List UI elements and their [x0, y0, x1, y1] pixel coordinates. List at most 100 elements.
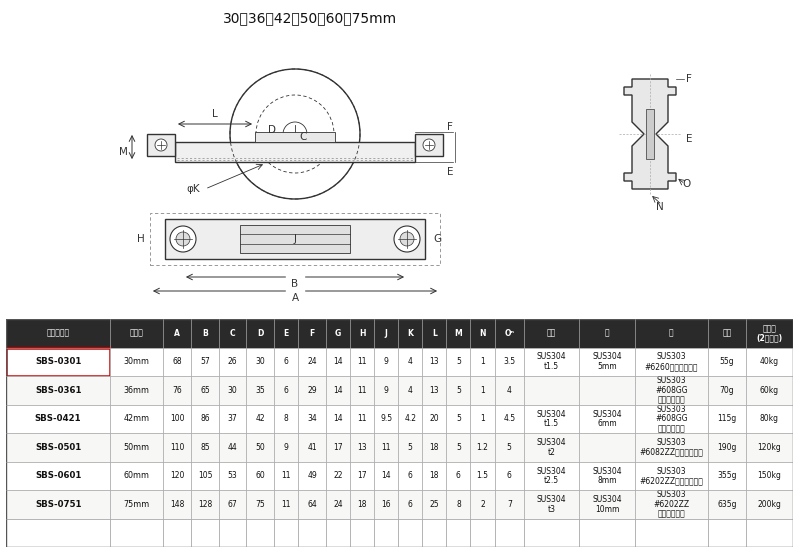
Text: 635g: 635g — [718, 500, 737, 509]
Text: 40kg: 40kg — [760, 358, 779, 366]
Bar — [495, 348, 524, 376]
Bar — [150, 213, 440, 265]
Bar — [350, 405, 374, 433]
Bar — [422, 433, 447, 461]
Bar — [110, 405, 164, 433]
Bar — [219, 519, 246, 547]
Bar — [274, 461, 298, 490]
Text: 14: 14 — [333, 358, 343, 366]
Bar — [164, 405, 191, 433]
Text: 耐荷重
(2ケ当り): 耐荷重 (2ケ当り) — [757, 324, 782, 343]
Text: 18: 18 — [357, 500, 367, 509]
Text: 5: 5 — [456, 386, 461, 395]
Text: SBS-0361: SBS-0361 — [35, 386, 81, 395]
Text: 60kg: 60kg — [760, 386, 779, 395]
Circle shape — [400, 232, 414, 246]
Text: SUS304
5mm: SUS304 5mm — [592, 353, 622, 371]
Text: SUS303
#6082ZZベアリング入: SUS303 #6082ZZベアリング入 — [639, 438, 703, 456]
Bar — [110, 519, 164, 547]
Text: M: M — [119, 147, 128, 157]
Text: 4: 4 — [507, 386, 511, 395]
Bar — [495, 490, 524, 519]
Bar — [298, 461, 326, 490]
Circle shape — [394, 226, 420, 252]
Text: 20: 20 — [430, 414, 439, 424]
Bar — [471, 461, 495, 490]
Text: E: E — [447, 167, 454, 177]
Text: SBS-0421: SBS-0421 — [35, 414, 81, 424]
Bar — [274, 405, 298, 433]
Bar — [447, 461, 471, 490]
Bar — [274, 376, 298, 405]
Bar — [374, 490, 398, 519]
Bar — [350, 519, 374, 547]
Bar — [398, 461, 422, 490]
Bar — [274, 490, 298, 519]
Bar — [298, 348, 326, 376]
Text: 1: 1 — [480, 386, 485, 395]
Bar — [164, 376, 191, 405]
Bar — [374, 461, 398, 490]
Bar — [191, 376, 219, 405]
Text: サイズ: サイズ — [129, 329, 144, 338]
Text: SBS-0751: SBS-0751 — [35, 500, 81, 509]
Bar — [6, 348, 110, 376]
Bar — [579, 405, 634, 433]
Bar — [746, 519, 793, 547]
Text: H: H — [137, 234, 145, 244]
Bar — [634, 319, 708, 348]
Bar — [579, 490, 634, 519]
Text: Oⁿ: Oⁿ — [504, 329, 515, 338]
Text: 42: 42 — [256, 414, 265, 424]
Text: 22: 22 — [333, 471, 343, 480]
Bar — [495, 433, 524, 461]
Text: 17: 17 — [333, 443, 343, 452]
Bar — [6, 376, 110, 405]
Bar — [298, 405, 326, 433]
Text: SBS-0501: SBS-0501 — [35, 443, 81, 452]
Bar — [326, 376, 350, 405]
Bar — [398, 405, 422, 433]
Text: 14: 14 — [333, 414, 343, 424]
Text: 4: 4 — [407, 358, 412, 366]
Bar — [164, 519, 191, 547]
Bar — [495, 519, 524, 547]
Text: 11: 11 — [357, 414, 367, 424]
Text: 50mm: 50mm — [124, 443, 149, 452]
Bar — [471, 433, 495, 461]
Bar — [634, 519, 708, 547]
Text: 120kg: 120kg — [757, 443, 781, 452]
Bar — [110, 461, 164, 490]
Bar — [634, 376, 708, 405]
Text: G: G — [433, 234, 441, 244]
Bar — [165, 219, 425, 259]
Bar — [6, 405, 110, 433]
Text: 5: 5 — [456, 414, 461, 424]
Text: 50: 50 — [256, 443, 265, 452]
Bar — [164, 319, 191, 348]
Bar — [6, 490, 110, 519]
Text: 4: 4 — [407, 386, 412, 395]
Bar — [246, 490, 274, 519]
Bar — [398, 433, 422, 461]
Bar — [374, 519, 398, 547]
Text: B: B — [292, 279, 299, 289]
Text: 110: 110 — [170, 443, 185, 452]
Bar — [471, 348, 495, 376]
Text: A: A — [174, 329, 181, 338]
Text: M: M — [455, 329, 463, 338]
Bar — [495, 319, 524, 348]
Bar — [219, 405, 246, 433]
Bar — [524, 461, 579, 490]
Bar — [350, 461, 374, 490]
Bar — [246, 319, 274, 348]
Text: 11: 11 — [381, 443, 391, 452]
Bar — [255, 132, 335, 142]
Bar — [6, 461, 110, 490]
Bar — [110, 348, 164, 376]
Bar — [164, 490, 191, 519]
Bar — [746, 490, 793, 519]
Bar — [350, 348, 374, 376]
Text: G: G — [335, 329, 341, 338]
Bar — [415, 134, 443, 156]
